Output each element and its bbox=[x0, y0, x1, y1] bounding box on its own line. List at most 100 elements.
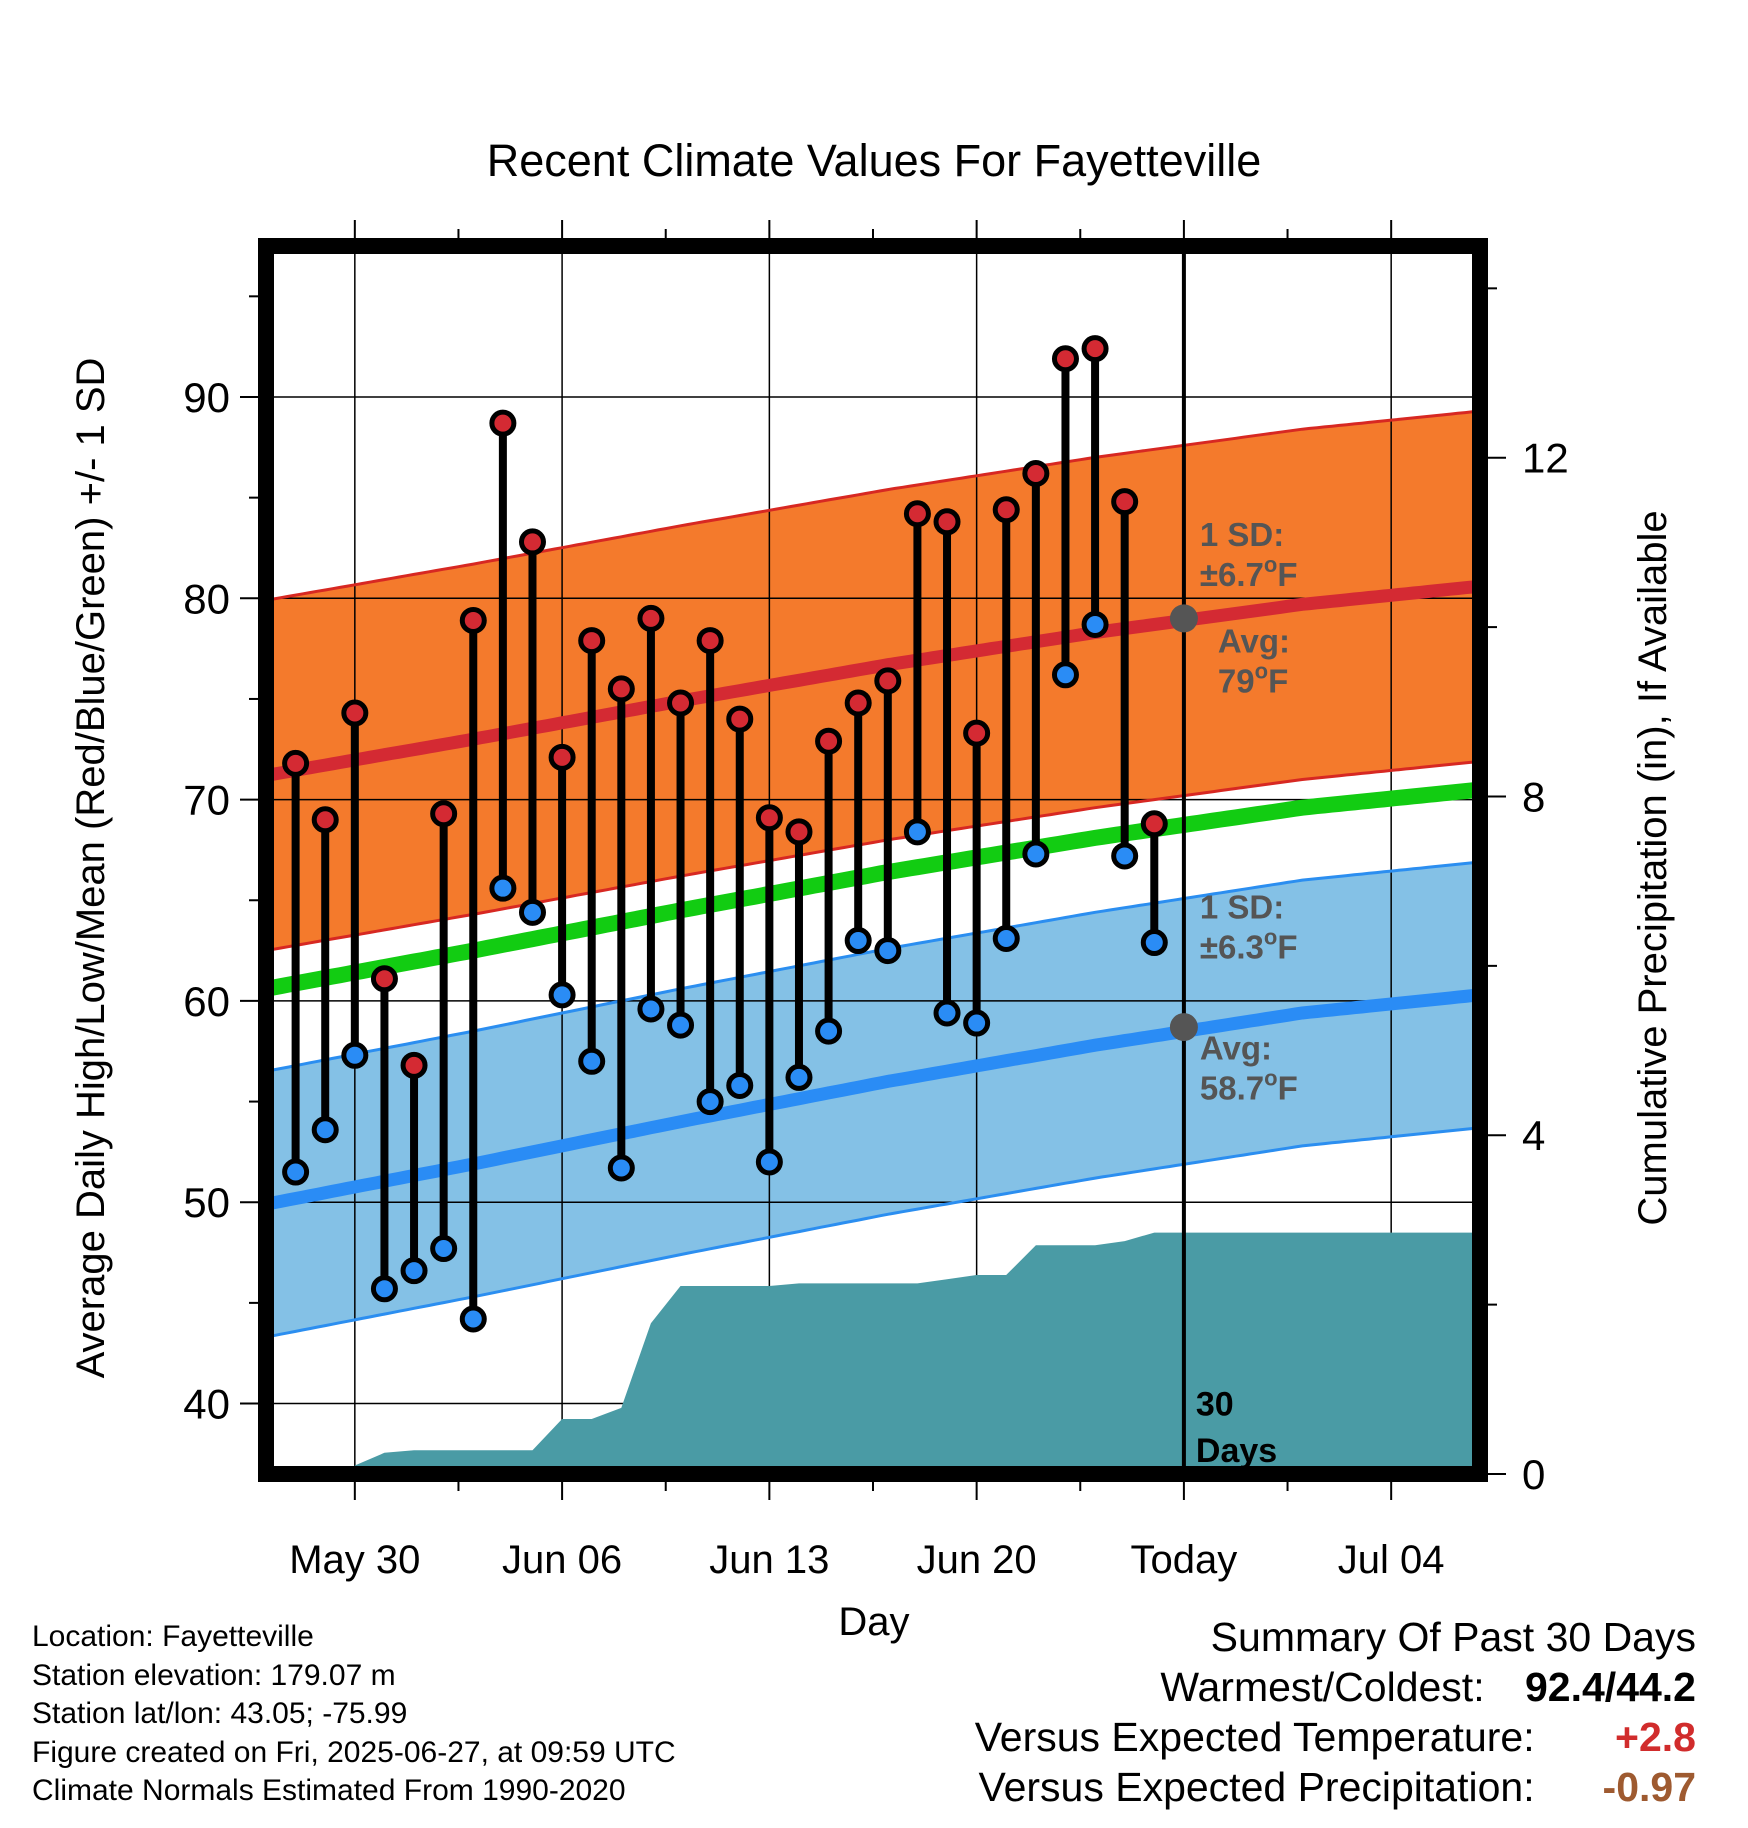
created-text: Figure created on Fri, 2025-06-27, at 09… bbox=[32, 1735, 676, 1769]
low-sd-annotation-line2: ±6.3oF bbox=[1200, 924, 1298, 965]
daily-high-dot bbox=[607, 675, 635, 703]
summary-warmest-row: Warmest/Coldest: 92.4/44.2 bbox=[975, 1662, 1696, 1712]
daily-low-dot bbox=[696, 1088, 724, 1116]
high-band-upper-edge bbox=[266, 409, 1480, 602]
daily-high-dot bbox=[341, 699, 369, 727]
y2-tick-label: 12 bbox=[1522, 435, 1569, 482]
x-tick-label: Jun 06 bbox=[502, 1538, 622, 1582]
today-label-line2: Days bbox=[1196, 1432, 1277, 1470]
daily-high-dot bbox=[933, 508, 961, 536]
daily-low-dot bbox=[518, 898, 546, 926]
y-tick-label: 90 bbox=[183, 374, 230, 421]
high-avg-annotation-line1: Avg: bbox=[1218, 623, 1290, 660]
warmest-value: 92.4/44.2 bbox=[1525, 1664, 1696, 1710]
x-tick-label: Jun 13 bbox=[709, 1538, 829, 1582]
summary-panel: Summary Of Past 30 Days Warmest/Coldest:… bbox=[975, 1612, 1696, 1812]
daily-low-dot bbox=[815, 1017, 843, 1045]
station-info: Location: Fayetteville Station elevation… bbox=[32, 1618, 676, 1811]
daily-low-dot bbox=[607, 1154, 635, 1182]
location-text: Location: Fayetteville bbox=[32, 1620, 314, 1653]
daily-high-dot bbox=[459, 606, 487, 634]
y-tick-label: 80 bbox=[183, 575, 230, 622]
daily-high-dot bbox=[696, 627, 724, 655]
daily-low-dot bbox=[1140, 929, 1168, 957]
y2-tick-label: 0 bbox=[1522, 1451, 1545, 1498]
x-tick-label: Today bbox=[1131, 1538, 1238, 1582]
high-band-lower-edge bbox=[266, 759, 1480, 953]
daily-high-dot bbox=[667, 689, 695, 717]
y-axis-label: Average Daily High/Low/Mean (Red/Blue/Gr… bbox=[69, 358, 113, 1379]
daily-low-dot bbox=[1081, 610, 1109, 638]
daily-low-dot bbox=[992, 925, 1020, 953]
daily-low-dot bbox=[430, 1235, 458, 1263]
low-sd-band bbox=[266, 862, 1480, 1338]
high-avg-annotation-line2: 79oF bbox=[1218, 659, 1288, 700]
daily-low-dot bbox=[311, 1116, 339, 1144]
elevation-text: Station elevation: 179.07 m bbox=[32, 1658, 396, 1692]
daily-high-dot bbox=[1081, 335, 1109, 363]
y2-tick-label: 4 bbox=[1522, 1112, 1545, 1159]
y-tick-label: 60 bbox=[183, 978, 230, 1025]
daily-high-dot bbox=[992, 496, 1020, 524]
daily-low-dot bbox=[844, 927, 872, 955]
daily-low-dot bbox=[548, 981, 576, 1009]
daily-high-dot bbox=[489, 409, 517, 437]
x-tick-label: Jul 04 bbox=[1338, 1538, 1445, 1582]
daily-high-dot bbox=[1051, 345, 1079, 373]
daily-high-dot bbox=[874, 667, 902, 695]
y-tick-label: 40 bbox=[183, 1381, 230, 1428]
temp-value: +2.8 bbox=[1615, 1714, 1696, 1760]
daily-high-dot bbox=[548, 743, 576, 771]
precip-value: -0.97 bbox=[1602, 1764, 1696, 1810]
temp-label: Versus Expected Temperature: bbox=[974, 1714, 1535, 1760]
normal-low-line bbox=[266, 988, 1480, 1211]
daily-low-dot bbox=[755, 1148, 783, 1176]
daily-low-dot bbox=[578, 1047, 606, 1075]
daily-low-dot bbox=[1051, 661, 1079, 689]
high-avg-marker bbox=[1169, 604, 1198, 633]
daily-high-dot bbox=[1140, 810, 1168, 838]
daily-high-dot bbox=[844, 689, 872, 717]
daily-high-dot bbox=[726, 705, 754, 733]
precip-area bbox=[354, 1232, 1480, 1474]
daily-high-dot bbox=[785, 818, 813, 846]
daily-high-dot bbox=[430, 800, 458, 828]
daily-low-dot bbox=[933, 999, 961, 1027]
daily-low-dot bbox=[637, 995, 665, 1023]
normals-text: Climate Normals Estimated From 1990-2020 bbox=[32, 1774, 626, 1807]
daily-high-dot bbox=[815, 727, 843, 755]
warmest-label: Warmest/Coldest: bbox=[1160, 1664, 1485, 1710]
daily-high-dot bbox=[755, 804, 783, 832]
low-sd-annotation-line1: 1 SD: bbox=[1200, 888, 1284, 925]
x-tick-label: Jun 20 bbox=[917, 1538, 1037, 1582]
daily-high-dot bbox=[1022, 459, 1050, 487]
normal-mean-line bbox=[266, 781, 1480, 997]
daily-high-dot bbox=[370, 965, 398, 993]
daily-low-dot bbox=[667, 1011, 695, 1039]
daily-low-dot bbox=[1022, 840, 1050, 868]
daily-low-dot bbox=[282, 1158, 310, 1186]
precip-label: Versus Expected Precipitation: bbox=[978, 1764, 1535, 1810]
plot-frame bbox=[258, 238, 1488, 1482]
low-avg-annotation-line1: Avg: bbox=[1200, 1029, 1272, 1066]
low-band-upper-edge bbox=[266, 860, 1480, 1073]
today-label-line1: 30 bbox=[1196, 1386, 1234, 1424]
low-avg-marker bbox=[1169, 1013, 1198, 1042]
daily-low-dot bbox=[726, 1071, 754, 1099]
y2-tick-label: 8 bbox=[1522, 773, 1545, 820]
daily-high-dot bbox=[400, 1051, 428, 1079]
latlon-text: Station lat/lon: 43.05; -75.99 bbox=[32, 1697, 408, 1730]
daily-low-dot bbox=[341, 1041, 369, 1069]
daily-low-dot bbox=[874, 937, 902, 965]
daily-low-dot bbox=[459, 1305, 487, 1333]
daily-high-dot bbox=[903, 500, 931, 528]
daily-low-dot bbox=[785, 1063, 813, 1091]
low-avg-annotation-line2: 58.7oF bbox=[1200, 1065, 1298, 1106]
daily-low-dot bbox=[903, 818, 931, 846]
x-axis-label: Day bbox=[838, 1600, 909, 1644]
daily-low-dot bbox=[963, 1009, 991, 1037]
daily-high-dot bbox=[963, 719, 991, 747]
daily-high-dot bbox=[578, 627, 606, 655]
summary-precip-row: Versus Expected Precipitation: -0.97 bbox=[975, 1762, 1697, 1812]
